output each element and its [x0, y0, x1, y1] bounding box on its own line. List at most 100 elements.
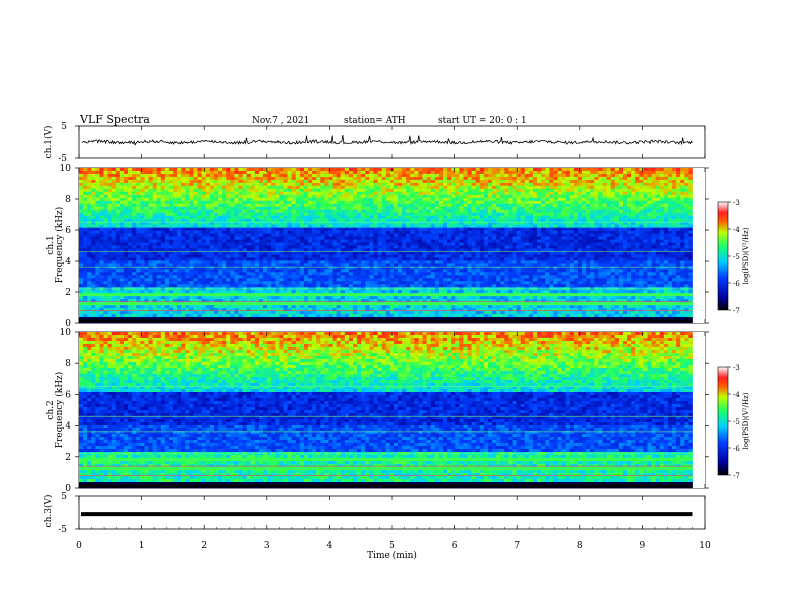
- spec-cell: [148, 203, 154, 208]
- spec-cell: [447, 290, 452, 294]
- spec-cell: [209, 263, 215, 267]
- spec-cell: [177, 314, 182, 318]
- spec-cell: [430, 236, 436, 240]
- spec-cell: [160, 260, 166, 264]
- spec-cell: [99, 293, 104, 297]
- spec-cell: [234, 248, 239, 252]
- spec-cell: [320, 236, 325, 240]
- spec-cell: [336, 263, 342, 267]
- spec-cell: [283, 269, 288, 273]
- spec-cell: [111, 302, 117, 306]
- spec-cell: [463, 305, 468, 309]
- spec-cell: [254, 302, 260, 306]
- spec-cell: [385, 212, 391, 217]
- spec-cell: [263, 260, 268, 264]
- spec-cell: [242, 188, 248, 193]
- spec-cell: [332, 200, 338, 205]
- spec-cell: [258, 260, 264, 264]
- spec-cell: [83, 194, 88, 199]
- spec-cell: [107, 209, 113, 214]
- spec-cell: [164, 168, 170, 172]
- spec-cell: [353, 275, 358, 279]
- spec-cell: [226, 239, 231, 243]
- spec-cell: [99, 257, 104, 261]
- spec-cell: [238, 275, 243, 279]
- spec-cell: [291, 308, 297, 312]
- spec-cell: [381, 299, 387, 303]
- spec-cell: [189, 266, 194, 270]
- spec-cell: [160, 227, 166, 231]
- spec-cell: [99, 245, 104, 249]
- spec-cell: [119, 242, 125, 246]
- spec-cell: [160, 269, 166, 273]
- spec-cell: [418, 284, 423, 288]
- spec-cell: [230, 302, 235, 306]
- spec-cell: [389, 236, 395, 240]
- spec-cell: [79, 218, 84, 223]
- spec-cell: [132, 191, 137, 196]
- spec-cell: [267, 299, 272, 303]
- spec-cell: [451, 254, 456, 258]
- spec-cell: [177, 284, 182, 288]
- spec-cell: [299, 245, 305, 249]
- spec-cell: [316, 245, 321, 249]
- spec-cell: [357, 188, 362, 193]
- spec-cell: [160, 188, 166, 193]
- spec-cell: [451, 188, 456, 193]
- spec-cell: [279, 197, 284, 202]
- spec-cell: [226, 245, 231, 249]
- spec-cell: [173, 182, 178, 187]
- spec-cell: [148, 212, 154, 217]
- spec-cell: [344, 179, 350, 184]
- spec-cell: [193, 233, 199, 237]
- spec-cell: [287, 266, 293, 270]
- spec-cell: [128, 194, 133, 199]
- spec-cell: [267, 251, 272, 255]
- spec-cell: [357, 200, 362, 205]
- spec-cell: [258, 209, 264, 214]
- spec-cell: [344, 308, 350, 312]
- spec-cell: [213, 281, 219, 285]
- spec-cell: [144, 182, 149, 187]
- spec-cell: [83, 263, 88, 267]
- spec-cell: [336, 209, 342, 214]
- spec-cell: [218, 302, 223, 306]
- spec-cell: [385, 275, 391, 279]
- spec-cell: [254, 266, 260, 270]
- spec-cell: [234, 227, 239, 231]
- spec-cell: [79, 230, 84, 234]
- spec-cell: [160, 233, 166, 237]
- spec-cell: [393, 197, 399, 202]
- spec-cell: [128, 168, 133, 172]
- spec-cell: [83, 188, 88, 193]
- spec-cell: [254, 245, 260, 249]
- spec-cell: [275, 278, 280, 282]
- spec-cell: [148, 245, 154, 249]
- spec-cell: [160, 308, 166, 312]
- spec-cell: [230, 239, 235, 243]
- spec-cell: [320, 293, 325, 297]
- spec-cell: [357, 242, 362, 246]
- spec-cell: [312, 209, 317, 214]
- spec-cell: [107, 197, 113, 202]
- spec-cell: [136, 206, 141, 211]
- spec-cell: [83, 239, 88, 243]
- spec-cell: [140, 242, 145, 246]
- spec-cell: [291, 191, 297, 196]
- spec-cell: [160, 278, 166, 282]
- spec-cell: [144, 317, 149, 321]
- spec-cell: [123, 218, 129, 223]
- spec-cell: [418, 290, 423, 294]
- spec-cell: [111, 176, 117, 181]
- spec-cell: [213, 245, 219, 249]
- spec-cell: [443, 257, 448, 261]
- spec-cell: [275, 188, 280, 193]
- spec-cell: [201, 317, 207, 321]
- spec-cell: [136, 200, 141, 205]
- spec-cell: [357, 254, 362, 258]
- spec-cell: [438, 182, 444, 187]
- spec-cell: [426, 173, 432, 178]
- spec-cell: [111, 308, 117, 312]
- spec-cell: [263, 182, 268, 187]
- spec-cell: [377, 254, 383, 258]
